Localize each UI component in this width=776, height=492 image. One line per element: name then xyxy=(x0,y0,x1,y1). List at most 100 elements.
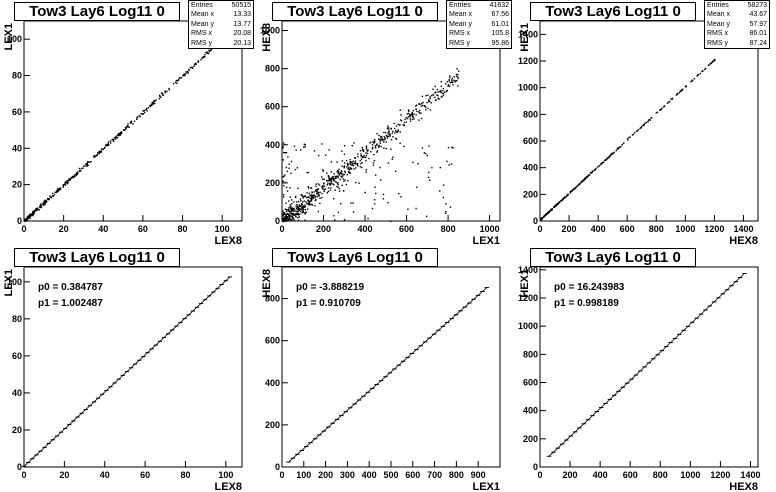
data-point xyxy=(413,113,415,115)
data-point xyxy=(371,144,374,146)
data-point xyxy=(79,169,82,172)
data-point xyxy=(439,90,441,93)
data-point xyxy=(349,158,351,161)
data-point xyxy=(305,201,307,203)
data-point xyxy=(351,144,353,147)
data-point xyxy=(76,171,79,174)
data-point xyxy=(540,218,542,220)
data-point xyxy=(365,148,368,150)
y-tick-label: 100 xyxy=(7,277,22,287)
data-point xyxy=(328,149,330,151)
data-point xyxy=(421,102,423,105)
data-point xyxy=(208,49,210,52)
data-point xyxy=(623,142,625,145)
data-point xyxy=(315,183,317,185)
data-point xyxy=(203,55,205,58)
fit-params: p0 = 16.243983 p1 = 0.998189 xyxy=(554,280,624,312)
data-point xyxy=(439,166,441,169)
data-point xyxy=(185,71,187,73)
data-point xyxy=(24,220,26,222)
data-point xyxy=(387,133,389,135)
data-point xyxy=(354,157,357,159)
x-tick-label: 1000 xyxy=(675,224,695,234)
x-tick-label: 600 xyxy=(623,470,638,480)
data-point xyxy=(293,210,295,212)
fit-p0: p0 = 0.384787 xyxy=(38,282,103,293)
data-point xyxy=(429,96,431,98)
data-point xyxy=(409,115,411,117)
data-point xyxy=(297,216,299,219)
data-point xyxy=(602,161,605,163)
data-point xyxy=(310,187,312,189)
data-point xyxy=(359,150,362,152)
data-point xyxy=(303,200,306,202)
x-tick-label: 600 xyxy=(620,224,635,234)
plot-title: Tow3 Lay6 Log11 0 xyxy=(530,248,696,267)
data-point xyxy=(296,167,299,169)
data-point xyxy=(312,195,315,197)
data-point xyxy=(642,124,644,127)
data-point xyxy=(282,193,285,196)
data-point xyxy=(371,148,374,150)
data-point xyxy=(610,153,612,156)
data-point xyxy=(301,203,303,206)
x-axis-label: LEX8 xyxy=(214,235,242,247)
data-point xyxy=(299,208,301,210)
data-point xyxy=(358,182,360,184)
x-tick-label: 300 xyxy=(340,470,355,480)
data-point xyxy=(361,166,363,169)
y-tick-label: 0 xyxy=(275,216,280,226)
data-point xyxy=(309,203,311,206)
x-axis-label: LEX8 xyxy=(214,481,242,492)
x-tick-label: 800 xyxy=(441,224,456,234)
y-tick-label: 800 xyxy=(523,349,538,359)
data-point xyxy=(104,146,106,149)
data-point xyxy=(201,57,203,59)
data-point xyxy=(73,176,75,179)
pad-hex1-vs-hex8-fit: 0 200 400 600 800 1000 1200 1400 0 200 400 600 800 10… xyxy=(516,246,774,492)
data-point xyxy=(366,150,369,152)
data-point xyxy=(457,77,459,80)
data-point xyxy=(332,198,335,200)
data-point xyxy=(309,194,311,196)
data-point xyxy=(49,195,51,198)
data-point xyxy=(381,139,383,141)
data-point xyxy=(628,136,630,139)
data-point xyxy=(302,201,304,203)
data-point xyxy=(647,119,650,121)
data-point xyxy=(431,166,433,169)
x-tick-label: 400 xyxy=(362,470,377,480)
data-point xyxy=(321,197,323,199)
data-point xyxy=(655,112,658,114)
x-tick-label: 200 xyxy=(563,470,578,480)
data-point xyxy=(310,197,313,200)
data-point xyxy=(120,132,122,135)
data-point xyxy=(143,110,145,112)
data-point xyxy=(289,207,292,209)
data-point xyxy=(412,116,415,119)
x-axis-label: HEX8 xyxy=(729,481,758,492)
data-point xyxy=(306,192,308,194)
data-point xyxy=(391,158,393,160)
data-point xyxy=(396,131,398,133)
data-point xyxy=(317,154,320,157)
stats-row-mean-x: Mean x 13.33 xyxy=(191,11,251,19)
data-point xyxy=(304,144,307,146)
data-point xyxy=(298,216,301,218)
data-point xyxy=(428,171,430,174)
data-point xyxy=(304,212,306,214)
y-tick-label: 1000 xyxy=(260,26,280,36)
data-point xyxy=(364,156,367,159)
x-tick-label: 80 xyxy=(178,224,188,234)
data-point xyxy=(295,210,297,212)
data-point xyxy=(378,134,380,137)
data-point xyxy=(300,194,302,196)
data-point xyxy=(429,179,431,181)
data-point xyxy=(418,109,421,112)
data-point xyxy=(452,84,454,86)
data-point xyxy=(282,213,284,215)
data-point xyxy=(74,173,77,176)
data-point xyxy=(661,107,663,109)
data-point xyxy=(394,170,397,173)
data-point xyxy=(349,168,351,170)
